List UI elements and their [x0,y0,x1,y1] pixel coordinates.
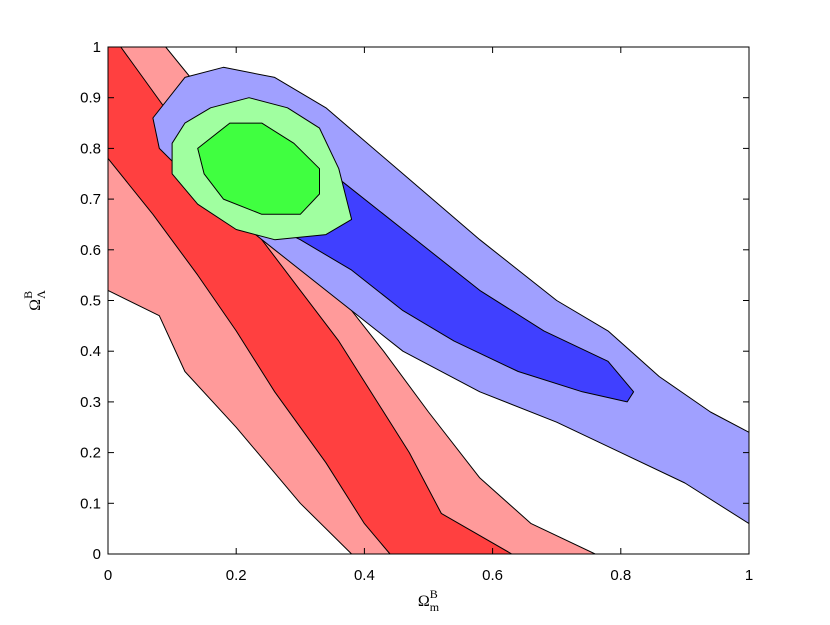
y-tick-label: 0.4 [80,343,101,360]
y-tick-label: 0.9 [80,90,101,107]
y-tick-label: 1 [93,39,101,56]
y-tick-labels: 0 0.1 0.2 0.3 0.4 0.5 0.6 0.7 0.8 0.9 1 [80,39,101,563]
x-tick-label: 0 [104,567,112,584]
y-tick-label: 0.8 [80,140,101,157]
y-tick-label: 0.7 [80,191,101,208]
x-axis-label-sup: B [430,587,438,601]
x-tick-labels: 0 0.2 0.4 0.6 0.8 1 [104,567,753,584]
x-tick-label: 0.4 [354,567,375,584]
x-tick-label: 0.2 [226,567,247,584]
tick-marks [107,46,750,555]
x-axis-label: ΩB m [418,587,440,614]
y-tick-label: 0.3 [80,394,101,411]
y-axis-label-base: Ω [27,299,44,311]
y-axis-label-sub: Λ [34,290,48,299]
x-tick-label: 0.8 [610,567,631,584]
x-tick-label: 0.6 [482,567,503,584]
y-axis-label: ΩBΛ [21,290,48,311]
y-tick-label: 0.2 [80,445,101,462]
y-tick-label: 0 [93,546,101,563]
x-axis-label-sub: m [430,600,440,614]
contour-regions [108,47,749,554]
x-tick-label: 1 [745,567,753,584]
contour-green-inner [197,122,320,215]
y-axis-label-sup: B [21,291,35,299]
x-axis-label-base: Ω [418,593,430,610]
y-tick-label: 0.6 [80,242,101,259]
y-tick-label: 0.1 [80,495,101,512]
y-tick-label: 0.5 [80,293,101,310]
